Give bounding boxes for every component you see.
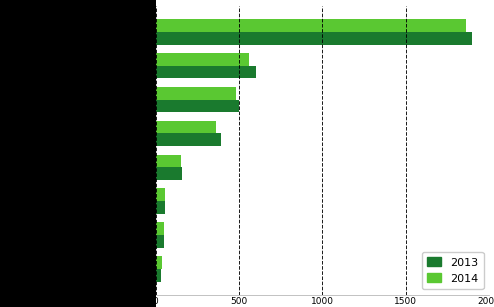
Legend: 2013, 2014: 2013, 2014 <box>422 252 484 289</box>
Bar <box>156 256 162 269</box>
Bar <box>156 19 466 32</box>
Bar <box>156 201 165 214</box>
Bar <box>156 235 164 248</box>
Bar <box>156 154 181 167</box>
Bar <box>156 99 239 112</box>
Bar <box>156 66 256 79</box>
Bar <box>156 134 221 146</box>
Bar <box>156 53 249 66</box>
Bar <box>156 269 161 282</box>
Bar <box>156 188 165 201</box>
Bar <box>156 32 472 45</box>
Bar <box>156 222 165 235</box>
Bar <box>156 87 236 99</box>
Bar <box>156 167 182 180</box>
Bar <box>156 121 215 134</box>
